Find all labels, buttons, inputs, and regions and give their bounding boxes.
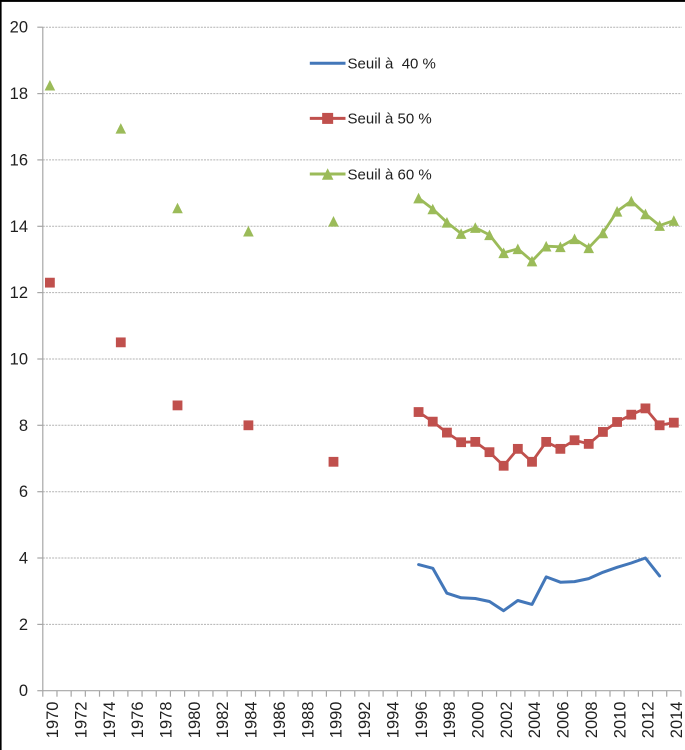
- svg-text:2012: 2012: [640, 702, 658, 739]
- svg-text:1992: 1992: [356, 702, 374, 739]
- svg-text:2010: 2010: [611, 702, 629, 739]
- svg-text:0: 0: [19, 682, 28, 700]
- svg-text:Seuil à 50 %: Seuil à 50 %: [348, 111, 432, 128]
- svg-text:12: 12: [10, 284, 28, 302]
- svg-text:Seuil à 40 %: Seuil à 40 %: [348, 56, 436, 73]
- svg-text:2008: 2008: [583, 702, 601, 739]
- svg-text:1994: 1994: [384, 702, 402, 739]
- svg-text:1986: 1986: [271, 702, 289, 739]
- svg-text:1970: 1970: [44, 702, 62, 739]
- svg-text:2014: 2014: [668, 702, 685, 739]
- svg-text:2004: 2004: [526, 702, 544, 739]
- svg-text:8: 8: [19, 417, 28, 435]
- svg-text:1990: 1990: [328, 702, 346, 739]
- svg-text:1996: 1996: [413, 702, 431, 739]
- svg-text:2000: 2000: [470, 702, 488, 739]
- svg-text:2006: 2006: [555, 702, 573, 739]
- svg-text:1976: 1976: [129, 702, 147, 739]
- svg-text:1982: 1982: [214, 702, 232, 739]
- svg-text:2: 2: [19, 616, 28, 634]
- svg-text:16: 16: [10, 151, 28, 169]
- svg-text:1988: 1988: [299, 702, 317, 739]
- svg-text:2002: 2002: [498, 702, 516, 739]
- svg-text:1984: 1984: [243, 702, 261, 739]
- svg-text:4: 4: [19, 550, 28, 568]
- svg-text:6: 6: [19, 483, 28, 501]
- svg-text:1974: 1974: [101, 702, 119, 739]
- svg-text:Seuil à 60 %: Seuil à 60 %: [348, 166, 432, 183]
- svg-text:1998: 1998: [441, 702, 459, 739]
- svg-text:1980: 1980: [186, 702, 204, 739]
- svg-text:1972: 1972: [73, 702, 91, 739]
- svg-text:20: 20: [10, 19, 28, 37]
- svg-text:14: 14: [10, 218, 28, 236]
- svg-text:18: 18: [10, 85, 28, 103]
- svg-text:10: 10: [10, 351, 28, 369]
- svg-text:1978: 1978: [158, 702, 176, 739]
